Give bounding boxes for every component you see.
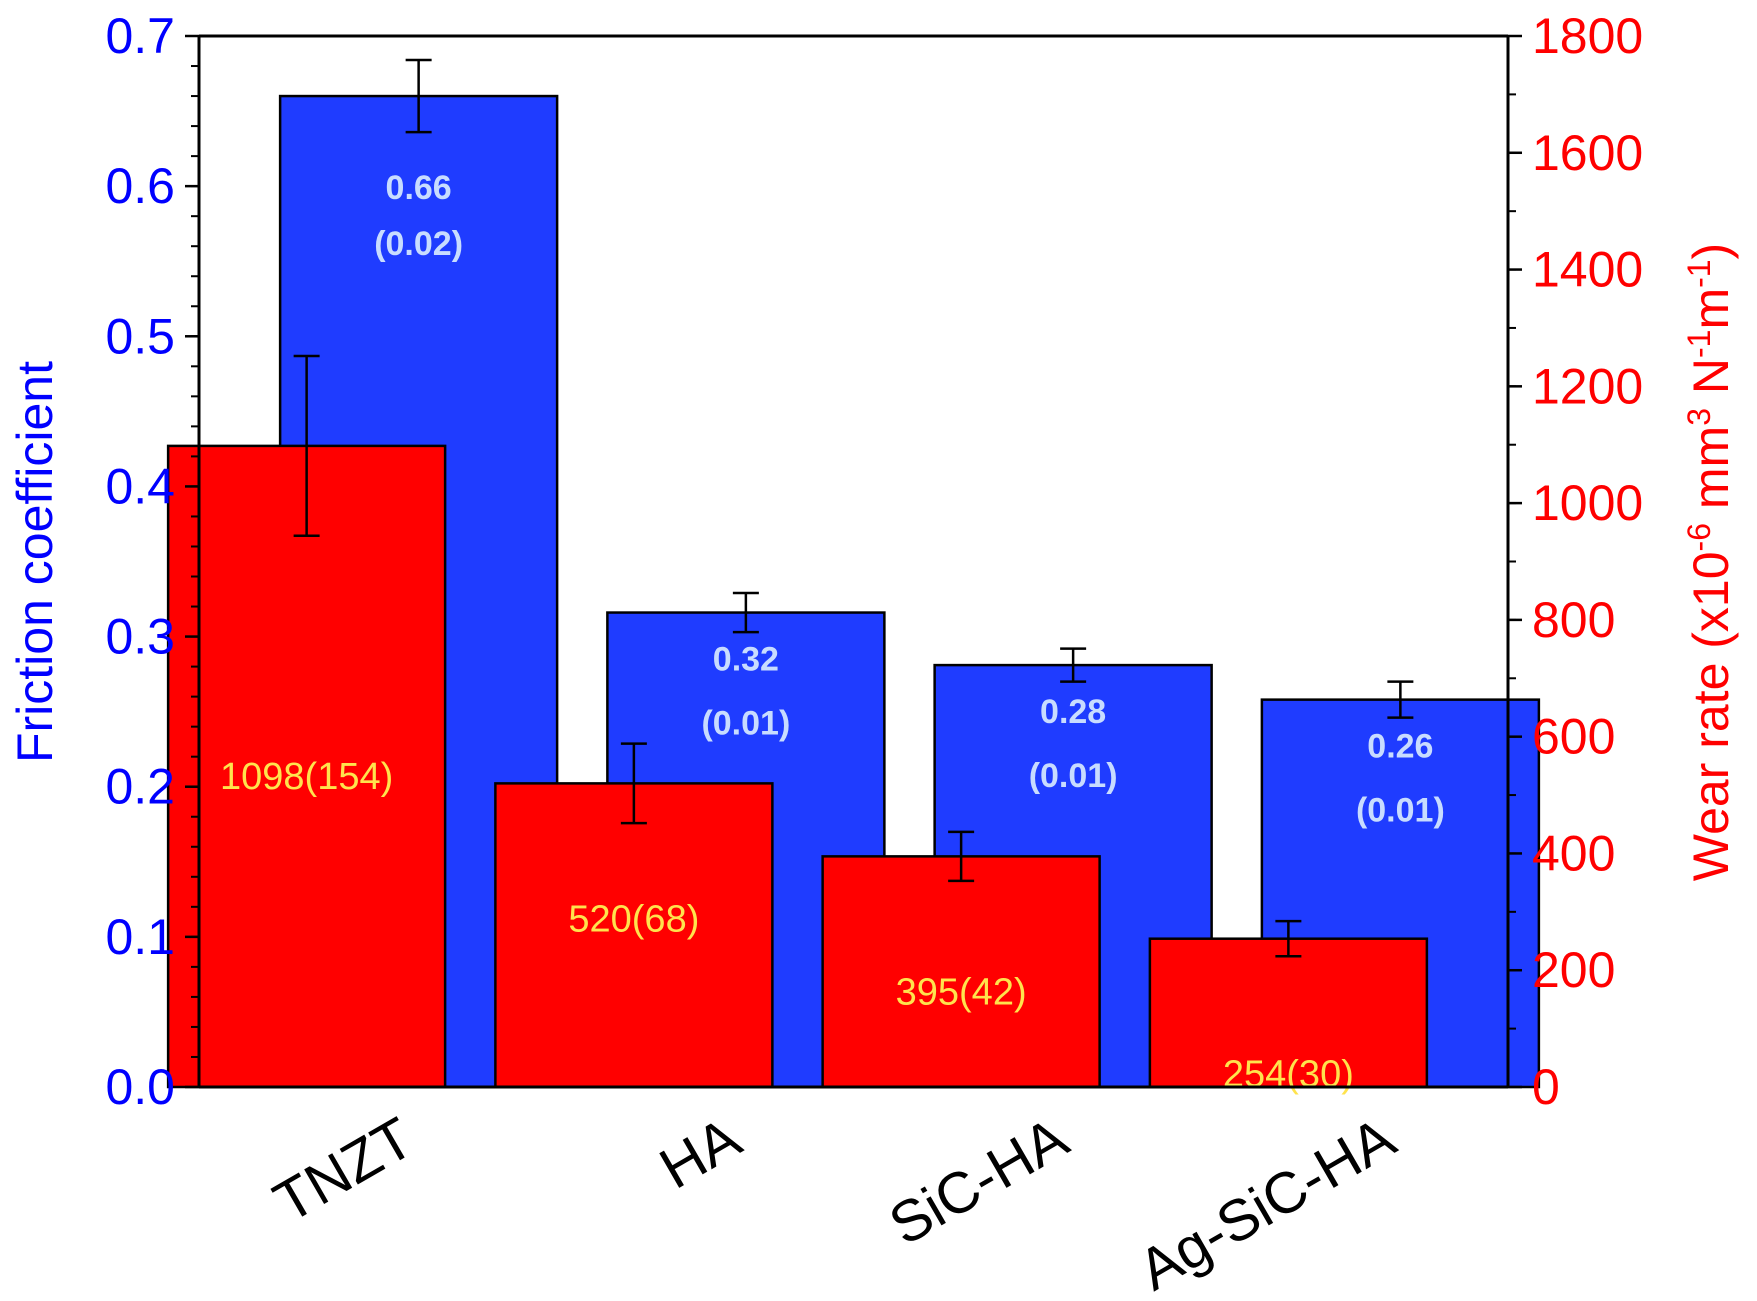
right-axis-title-part: N: [1683, 358, 1739, 408]
right-tick-label: 1200: [1532, 358, 1643, 414]
friction-value-label: 0.28: [1040, 693, 1106, 731]
right-tick-label: 1800: [1532, 8, 1643, 64]
wear-bar: [1148, 937, 1429, 1089]
friction-error-label: (0.01): [1356, 792, 1445, 830]
wear-bar: [821, 855, 1101, 1089]
bars-layer: [166, 94, 1541, 1089]
right-tick-label: 800: [1532, 592, 1615, 648]
left-tick-label: 0.6: [105, 158, 175, 214]
friction-error-label: (0.01): [701, 705, 790, 743]
right-axis-title-part: m: [1683, 288, 1739, 330]
left-tick-label: 0.7: [105, 8, 175, 64]
left-tick-label: 0.2: [105, 759, 175, 815]
left-axis-title: Friction coefficient: [7, 361, 63, 763]
wear-value-label: 395(42): [896, 971, 1027, 1013]
right-tick-label: 1000: [1532, 475, 1643, 531]
right-tick-label: 200: [1532, 942, 1615, 998]
error-bars-layer: [293, 58, 1414, 958]
right-axis-title-superscript: -1: [1681, 330, 1717, 358]
category-label: HA: [649, 1105, 752, 1202]
right-tick-label: 1600: [1532, 125, 1643, 181]
right-tick-label: 600: [1532, 709, 1615, 765]
left-tick-label: 0.1: [105, 909, 175, 965]
right-axis-title-part: mm: [1683, 426, 1739, 523]
category-label: Ag-SiC-HA: [1128, 1105, 1406, 1301]
friction-error-label: (0.01): [1029, 757, 1118, 795]
category-label: TNZT: [263, 1105, 424, 1235]
friction-value-label: 0.66: [386, 169, 452, 207]
wear-value-label: 1098(154): [220, 756, 393, 798]
left-tick-label: 0.0: [105, 1059, 175, 1115]
left-tick-label: 0.5: [105, 308, 175, 364]
right-axis-title-superscript: 3: [1681, 408, 1717, 426]
friction-value-label: 0.26: [1367, 728, 1433, 766]
right-axis-title-superscript: -6: [1681, 523, 1717, 551]
wear-bar: [494, 782, 774, 1089]
right-axis-title-superscript: -1: [1681, 259, 1717, 287]
bar-labels-layer: 0.66 (0.02) 1098(154) 0.32 (0.01) 520(68) 0.28…: [220, 169, 1445, 1096]
wear-value-label: 520(68): [568, 898, 699, 940]
friction-error-label: (0.02): [374, 225, 463, 263]
left-tick-label: 0.3: [105, 609, 175, 665]
right-axis-title-part: ): [1683, 243, 1739, 260]
friction-value-label: 0.32: [713, 641, 779, 679]
category-label: SiC-HA: [879, 1105, 1079, 1258]
wear-bar: [166, 444, 447, 1089]
right-tick-label: 1400: [1532, 242, 1643, 298]
wear-value-label: 254(30): [1223, 1054, 1354, 1096]
right-axis-title: Wear rate (x10-6 mm3 N-1m-1): [1681, 243, 1739, 881]
left-tick-label: 0.4: [105, 458, 175, 514]
ticks-layer: [185, 34, 1522, 1089]
right-tick-label: 0: [1532, 1059, 1560, 1115]
right-tick-label: 400: [1532, 825, 1615, 881]
right-axis-title-part: Wear rate (x10: [1683, 551, 1739, 881]
